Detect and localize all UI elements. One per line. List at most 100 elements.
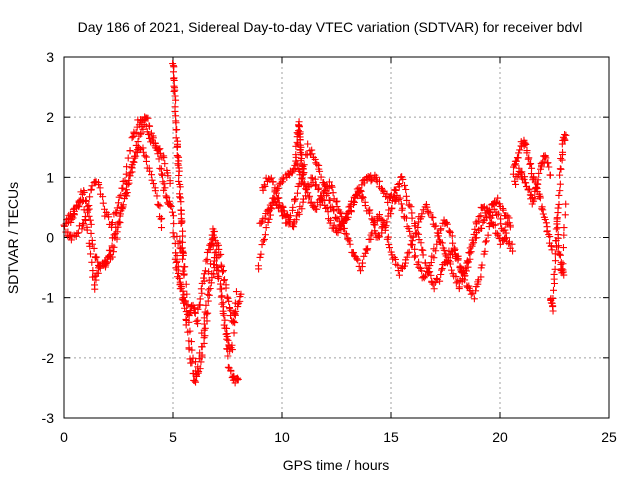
data-point — [99, 199, 107, 207]
data-point — [527, 160, 535, 168]
data-point — [228, 341, 236, 349]
data-point — [231, 311, 239, 319]
data-point — [414, 223, 422, 231]
data-point — [541, 153, 549, 161]
data-point — [173, 232, 181, 240]
data-point — [313, 205, 321, 213]
data-point — [552, 225, 560, 233]
data-point — [554, 204, 562, 212]
data-point — [116, 219, 124, 227]
data-point — [548, 246, 556, 254]
data-point — [209, 242, 217, 250]
data-point — [304, 140, 312, 148]
data-point — [385, 241, 393, 249]
data-point — [198, 343, 206, 351]
data-point — [279, 203, 287, 211]
data-point — [96, 184, 104, 192]
data-point — [272, 198, 280, 206]
data-point — [402, 185, 410, 193]
data-point — [542, 219, 550, 227]
data-point — [205, 276, 213, 284]
data-point — [516, 146, 524, 154]
y-tick-label: 3 — [46, 49, 54, 65]
data-point — [299, 178, 307, 186]
data-point — [411, 229, 419, 237]
data-point — [187, 338, 195, 346]
data-point — [75, 198, 83, 206]
data-point — [467, 248, 475, 256]
data-point — [185, 312, 193, 320]
data-point — [160, 154, 168, 162]
data-point — [512, 157, 520, 165]
data-point — [445, 256, 453, 264]
data-point — [421, 259, 429, 267]
data-point — [169, 212, 177, 220]
data-point — [202, 301, 210, 309]
data-point — [151, 140, 159, 148]
data-point — [196, 295, 204, 303]
data-point — [332, 198, 340, 206]
data-point — [224, 294, 232, 302]
data-point — [193, 372, 201, 380]
data-point — [470, 295, 478, 303]
data-point — [562, 131, 570, 139]
data-point — [291, 161, 299, 169]
data-point — [534, 176, 542, 184]
data-point — [215, 252, 223, 260]
data-point — [163, 193, 171, 201]
data-point — [69, 214, 77, 222]
data-point — [227, 367, 235, 375]
data-point — [442, 218, 450, 226]
data-point — [179, 249, 187, 257]
data-point — [210, 254, 218, 262]
data-point — [462, 267, 470, 275]
data-point — [500, 237, 508, 245]
data-point — [316, 201, 324, 209]
data-point — [437, 270, 445, 278]
data-point — [65, 211, 73, 219]
data-point — [188, 359, 196, 367]
data-point — [354, 256, 362, 264]
data-point — [182, 280, 190, 288]
data-point — [169, 229, 177, 237]
data-point — [401, 262, 409, 270]
data-point — [126, 147, 134, 155]
data-point — [491, 221, 499, 229]
data-point — [230, 317, 238, 325]
data-point — [335, 217, 343, 225]
series-trace-b — [62, 113, 174, 244]
data-point — [351, 191, 359, 199]
data-point — [429, 214, 437, 222]
data-point — [524, 186, 532, 194]
data-point — [375, 211, 383, 219]
x-tick-label: 5 — [169, 429, 177, 445]
data-point — [336, 208, 344, 216]
data-point — [204, 290, 212, 298]
data-point — [539, 206, 547, 214]
data-point — [164, 172, 172, 180]
data-point — [101, 212, 109, 220]
data-point — [389, 193, 397, 201]
data-point — [532, 185, 540, 193]
data-point — [90, 244, 98, 252]
data-point — [391, 186, 399, 194]
data-point — [185, 318, 193, 326]
data-point — [551, 265, 559, 273]
y-tick-label: -1 — [42, 290, 55, 306]
data-point — [560, 224, 568, 232]
data-point — [471, 225, 479, 233]
data-point — [155, 146, 163, 154]
data-point — [477, 212, 485, 220]
data-point — [338, 213, 346, 221]
series-trace-late-b — [511, 152, 554, 208]
data-point — [521, 139, 529, 147]
data-point — [485, 208, 493, 216]
data-point — [418, 267, 426, 275]
data-point — [359, 193, 367, 201]
data-point — [160, 180, 168, 188]
data-point — [533, 180, 541, 188]
data-point — [68, 212, 76, 220]
data-points — [60, 60, 570, 387]
data-point — [325, 178, 333, 186]
data-point — [344, 209, 352, 217]
